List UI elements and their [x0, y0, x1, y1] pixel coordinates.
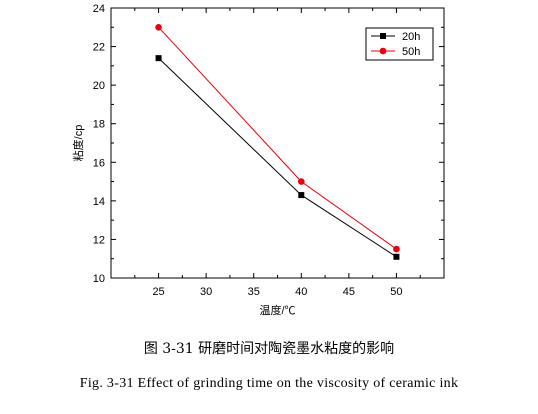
data-point-20h — [298, 192, 305, 199]
x-tick-label: 45 — [343, 286, 355, 298]
series-layer — [155, 23, 400, 260]
x-tick-label: 25 — [152, 286, 164, 298]
data-point-50h — [393, 245, 400, 253]
legend-marker-20h — [380, 33, 386, 39]
y-tick-label: 16 — [93, 157, 105, 169]
legend-box — [365, 27, 434, 61]
series-line-50h — [158, 26, 397, 250]
y-tick-label: 14 — [93, 196, 105, 208]
series-line-20h — [158, 57, 397, 258]
x-axis-label: 温度/℃ — [259, 303, 295, 317]
x-tick-label: 35 — [248, 286, 260, 298]
y-tick-label: 18 — [93, 119, 105, 131]
y-axis-label: 粘度/cp — [71, 125, 85, 162]
figure-caption-english: Fig. 3-31 Effect of grinding time on the… — [79, 376, 459, 391]
data-point-50h — [155, 23, 162, 31]
y-tick-label: 22 — [93, 42, 105, 54]
data-point-20h — [155, 55, 162, 62]
data-point-50h — [297, 178, 305, 185]
x-tick-label: 50 — [390, 286, 402, 298]
x-tick-label: 40 — [295, 286, 307, 298]
y-tick-label: 24 — [93, 3, 105, 15]
x-tick-label: 30 — [200, 286, 212, 298]
data-point-20h — [393, 253, 400, 260]
y-tick-label: 20 — [93, 80, 105, 92]
legend-label-50h: 50h — [402, 46, 420, 58]
y-tick-label: 12 — [93, 234, 105, 246]
y-tick-label: 10 — [93, 273, 105, 285]
legend-label-20h: 20h — [402, 31, 420, 43]
legend-marker-50h — [379, 47, 387, 55]
figure-caption-chinese: 图 3-31 研磨时间对陶瓷墨水粘度的影响 — [143, 341, 395, 357]
axis-layer: 25 30 35 40 45 50 10 12 14 16 18 20 22 24 — [93, 3, 444, 298]
